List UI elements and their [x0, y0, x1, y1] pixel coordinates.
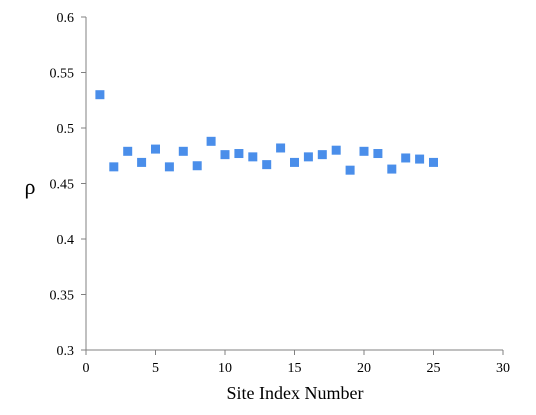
data-point — [206, 136, 216, 146]
data-point — [276, 143, 286, 153]
data-point — [303, 152, 313, 162]
y-tick-label: 0.5 — [57, 122, 75, 137]
data-point — [248, 152, 258, 162]
y-tick-label: 0.45 — [50, 178, 75, 193]
data-point — [192, 161, 202, 171]
data-point — [345, 165, 355, 175]
data-point — [95, 90, 105, 100]
data-point — [415, 154, 425, 164]
x-tick-label: 30 — [496, 361, 510, 376]
y-axis-title: ρ — [25, 174, 36, 199]
data-point — [164, 162, 174, 172]
ticks: 0.3 0.35 0.4 0.45 0.5 0.55 0.6 0 5 10 15 20 25 30 — [50, 11, 511, 376]
data-point — [109, 162, 119, 172]
data-point — [373, 149, 383, 159]
axes — [85, 17, 503, 351]
x-axis-title: Site Index Number — [227, 383, 364, 403]
x-tick-label: 10 — [218, 361, 232, 376]
data-point — [234, 149, 244, 159]
data-point — [429, 157, 438, 167]
data-point — [123, 146, 133, 156]
data-point — [401, 153, 411, 163]
y-tick-label: 0.55 — [50, 67, 75, 82]
y-tick-label: 0.3 — [57, 344, 75, 359]
data-point — [331, 145, 341, 155]
data-point — [359, 146, 369, 156]
data-point — [317, 150, 327, 160]
data-point — [387, 164, 397, 174]
data-point — [178, 146, 188, 156]
data-point — [220, 150, 230, 160]
y-tick-label: 0.35 — [50, 289, 75, 304]
data-point — [290, 157, 299, 167]
data-point — [262, 160, 272, 170]
x-tick-label: 5 — [152, 361, 159, 376]
data-point — [151, 144, 160, 154]
x-tick-label: 15 — [288, 361, 302, 376]
y-tick-label: 0.4 — [57, 233, 75, 248]
x-tick-label: 0 — [83, 361, 90, 376]
x-tick-label: 20 — [357, 361, 371, 376]
data-points — [95, 90, 438, 175]
y-tick-label: 0.6 — [57, 11, 75, 26]
x-tick-label: 25 — [427, 361, 441, 376]
data-point — [137, 157, 147, 167]
